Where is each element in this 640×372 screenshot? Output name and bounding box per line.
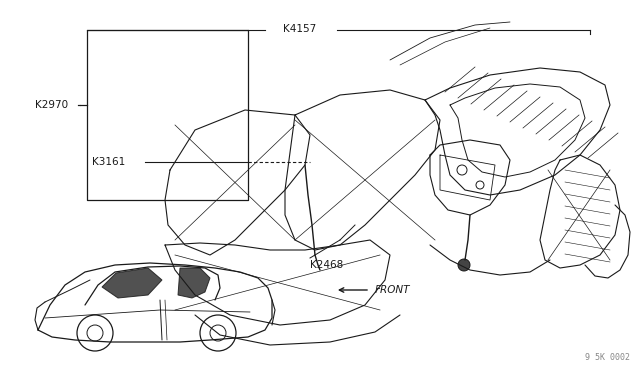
Text: K3161: K3161	[92, 157, 125, 167]
Text: 9 5K 0002: 9 5K 0002	[585, 353, 630, 362]
Text: K2970: K2970	[35, 100, 68, 110]
Circle shape	[458, 259, 470, 271]
Polygon shape	[102, 268, 162, 298]
Text: FRONT: FRONT	[375, 285, 410, 295]
Polygon shape	[178, 268, 210, 298]
Text: K2468: K2468	[310, 260, 343, 270]
Text: K4157: K4157	[284, 24, 317, 34]
